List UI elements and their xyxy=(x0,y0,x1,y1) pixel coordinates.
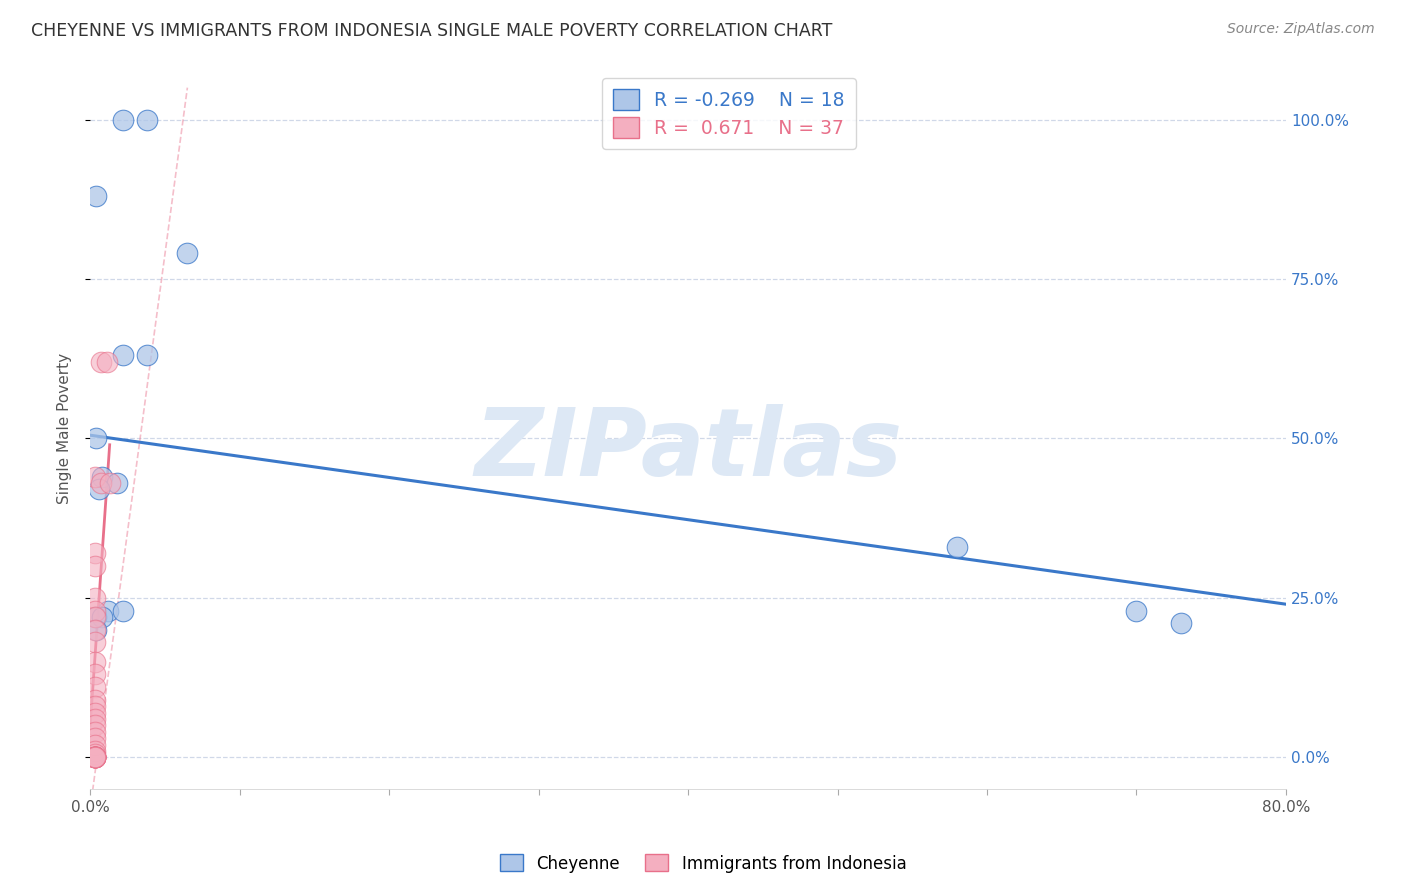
Point xyxy=(83,744,105,758)
Point xyxy=(1170,616,1192,631)
Point xyxy=(83,712,105,726)
Point xyxy=(91,610,114,624)
Point xyxy=(83,623,105,637)
Point xyxy=(136,349,159,363)
Point xyxy=(83,738,105,752)
Y-axis label: Single Male Poverty: Single Male Poverty xyxy=(58,353,72,504)
Point xyxy=(83,469,105,483)
Point xyxy=(83,750,105,764)
Point xyxy=(90,476,112,491)
Point xyxy=(96,355,118,369)
Point xyxy=(83,750,105,764)
Point xyxy=(83,750,105,764)
Point xyxy=(98,476,121,491)
Point xyxy=(83,750,105,764)
Legend: R = -0.269    N = 18, R =  0.671    N = 37: R = -0.269 N = 18, R = 0.671 N = 37 xyxy=(602,78,856,149)
Point xyxy=(83,604,105,618)
Point xyxy=(83,667,105,681)
Point xyxy=(176,246,198,260)
Point xyxy=(136,112,159,127)
Point xyxy=(83,655,105,669)
Point xyxy=(83,750,105,764)
Point xyxy=(83,747,105,761)
Text: CHEYENNE VS IMMIGRANTS FROM INDONESIA SINGLE MALE POVERTY CORRELATION CHART: CHEYENNE VS IMMIGRANTS FROM INDONESIA SI… xyxy=(31,22,832,40)
Point xyxy=(83,750,105,764)
Point xyxy=(83,731,105,745)
Point xyxy=(97,604,120,618)
Point xyxy=(83,558,105,573)
Point xyxy=(83,724,105,739)
Point xyxy=(83,680,105,694)
Point xyxy=(83,546,105,560)
Point xyxy=(89,483,111,497)
Text: Source: ZipAtlas.com: Source: ZipAtlas.com xyxy=(1227,22,1375,37)
Point xyxy=(83,699,105,714)
Point xyxy=(105,476,128,491)
Point xyxy=(83,750,105,764)
Point xyxy=(84,431,107,445)
Point xyxy=(84,623,107,637)
Point xyxy=(112,604,135,618)
Point xyxy=(91,469,114,483)
Text: ZIPatlas: ZIPatlas xyxy=(474,404,903,497)
Point xyxy=(83,706,105,720)
Point xyxy=(946,540,969,554)
Point xyxy=(1125,604,1147,618)
Point xyxy=(83,750,105,764)
Point xyxy=(83,635,105,649)
Point xyxy=(83,610,105,624)
Point xyxy=(112,349,135,363)
Point xyxy=(84,189,107,203)
Point xyxy=(83,693,105,707)
Point xyxy=(83,591,105,605)
Point xyxy=(83,750,105,764)
Point xyxy=(90,355,112,369)
Point xyxy=(83,718,105,732)
Point xyxy=(84,610,107,624)
Point xyxy=(83,750,105,764)
Point xyxy=(112,112,135,127)
Legend: Cheyenne, Immigrants from Indonesia: Cheyenne, Immigrants from Indonesia xyxy=(494,847,912,880)
Point xyxy=(83,750,105,764)
Point xyxy=(83,750,105,764)
